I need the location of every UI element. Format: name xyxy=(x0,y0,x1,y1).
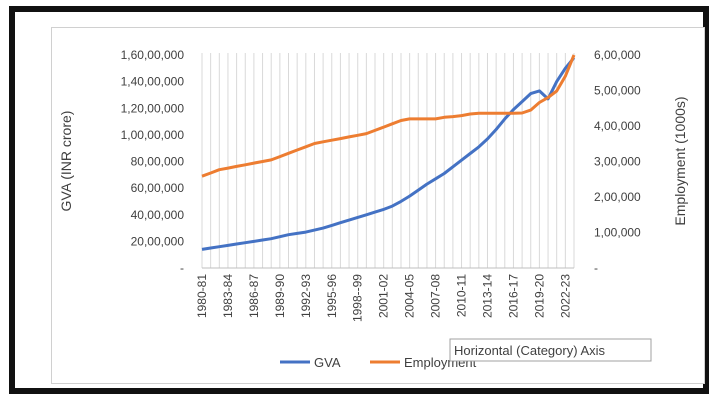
x-tick-label: 2004-05 xyxy=(403,274,417,318)
x-tick-label: 2019-20 xyxy=(532,274,546,318)
x-tick-label: 2010-11 xyxy=(455,274,469,317)
x-tick-label: 1980-81 xyxy=(195,274,209,318)
y-left-tick-label: 20,00,000 xyxy=(131,234,185,248)
y-right-tick-label: 5,00,000 xyxy=(594,84,641,98)
series-line-gva xyxy=(201,56,576,251)
x-tick-label: 2007-08 xyxy=(429,274,443,318)
y-left-tick-label: 80,00,000 xyxy=(131,155,185,169)
left-axis-ticks: - 20,00,000 40,00,000 60,00,000 80,00,000 1,0… xyxy=(121,48,185,275)
x-tick-label: 2022-23 xyxy=(558,274,572,318)
y-left-tick-label: 1,40,00,000 xyxy=(121,75,185,89)
y-left-tick-label: 40,00,000 xyxy=(131,208,185,222)
x-tick-label: 1995-96 xyxy=(325,274,339,318)
y-right-tick-label: 1,00,000 xyxy=(594,226,641,240)
series-line-employment xyxy=(201,54,576,178)
x-axis-ticks: 1980-81 1983-84 1986-87 1989-90 1992-93 1995-… xyxy=(195,274,572,322)
y-right-tick-label: 6,00,000 xyxy=(594,48,641,62)
y-axis-right-title: Employment (1000s) xyxy=(672,96,688,225)
series-lines xyxy=(201,54,576,251)
gridlines xyxy=(201,53,575,268)
y-left-tick-label: 1,20,00,000 xyxy=(121,101,185,115)
x-tick-label: 1989-90 xyxy=(273,274,287,318)
y-left-tick-label: - xyxy=(180,261,184,275)
screenshot-frame: - 20,00,000 40,00,000 60,00,000 80,00,000 1,0… xyxy=(9,6,709,394)
y-left-tick-label: 1,60,00,000 xyxy=(121,48,185,62)
y-right-tick-label: - xyxy=(594,261,598,275)
chart-area[interactable]: - 20,00,000 40,00,000 60,00,000 80,00,000 1,0… xyxy=(51,27,705,384)
x-tick-label: 1986-87 xyxy=(247,274,261,318)
x-tick-label: 2016-17 xyxy=(506,274,520,318)
chart-svg: - 20,00,000 40,00,000 60,00,000 80,00,000 1,0… xyxy=(58,48,688,370)
y-right-tick-label: 3,00,000 xyxy=(594,155,641,169)
y-left-tick-label: 1,00,00,000 xyxy=(121,128,185,142)
x-tick-label: 2013-14 xyxy=(480,274,494,318)
legend: GVA Employment xyxy=(280,355,477,370)
y-right-tick-label: 4,00,000 xyxy=(594,119,641,133)
y-right-tick-label: 2,00,000 xyxy=(594,190,641,204)
x-tick-label: 1998--99 xyxy=(351,274,365,322)
tooltip-box xyxy=(449,338,652,362)
x-tick-label: 1992-93 xyxy=(299,274,313,318)
y-axis-left-title: GVA (INR crore) xyxy=(58,111,74,212)
x-tick-label: 1983-84 xyxy=(221,274,235,318)
y-left-tick-label: 60,00,000 xyxy=(131,181,185,195)
x-tick-label: 2001-02 xyxy=(377,274,391,318)
right-axis-ticks: - 1,00,000 2,00,000 3,00,000 4,00,000 5,00,00… xyxy=(594,48,641,275)
axis-tooltip: Horizontal (Category) Axis xyxy=(449,338,652,362)
legend-gva-label: GVA xyxy=(314,355,341,370)
tooltip-text: Horizontal (Category) Axis xyxy=(454,343,605,358)
